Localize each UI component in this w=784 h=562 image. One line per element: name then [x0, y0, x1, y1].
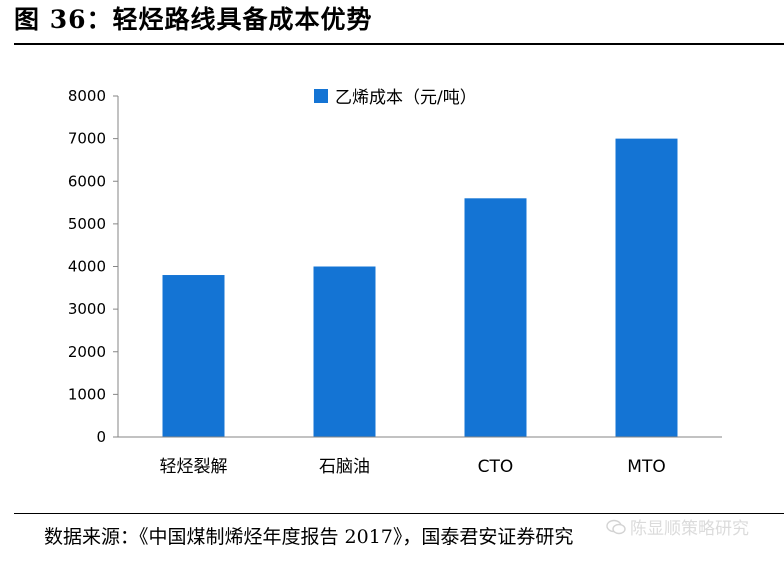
legend: 乙烯成本（元/吨）	[314, 88, 477, 108]
x-tick-label: MTO	[627, 457, 665, 477]
y-tick-label: 1000	[68, 385, 106, 403]
y-tick-label: 6000	[68, 172, 106, 190]
x-tick-label: 轻烃裂解	[160, 457, 228, 477]
y-tick-label: 4000	[68, 258, 106, 276]
watermark: 陈显顺策略研究	[606, 514, 749, 539]
x-tick-label: CTO	[478, 457, 514, 477]
bars	[162, 138, 678, 437]
watermark-text: 陈显顺策略研究	[630, 519, 749, 539]
bar	[615, 138, 678, 437]
x-axis: 轻烃裂解 石脑油 CTO MTO	[118, 436, 722, 477]
source-note: 数据来源：《中国煤制烯烃年度报告 2017》，国泰君安证券研究	[44, 526, 574, 548]
wechat-icon	[606, 519, 626, 534]
bar	[313, 266, 376, 437]
legend-swatch	[314, 89, 328, 103]
bar	[464, 198, 527, 437]
bar-chart: 乙烯成本（元/吨） 0 1000 2000 3000 4000 5000 6000 7000 8…	[68, 87, 722, 477]
y-tick-label: 8000	[68, 87, 106, 105]
title-rule	[14, 43, 784, 45]
y-tick-label: 7000	[68, 130, 106, 148]
legend-label: 乙烯成本（元/吨）	[335, 88, 477, 108]
bar	[162, 275, 225, 437]
x-tick-label: 石脑油	[319, 457, 370, 477]
y-tick-label: 0	[96, 428, 106, 446]
y-axis: 0 1000 2000 3000 4000 5000 6000 7000 8000	[68, 87, 119, 446]
figure-title: 图 36：轻烃路线具备成本优势	[14, 5, 373, 34]
y-tick-label: 3000	[68, 300, 106, 318]
y-tick-label: 5000	[68, 215, 106, 233]
source-rule	[14, 513, 784, 514]
y-tick-label: 2000	[68, 343, 106, 361]
